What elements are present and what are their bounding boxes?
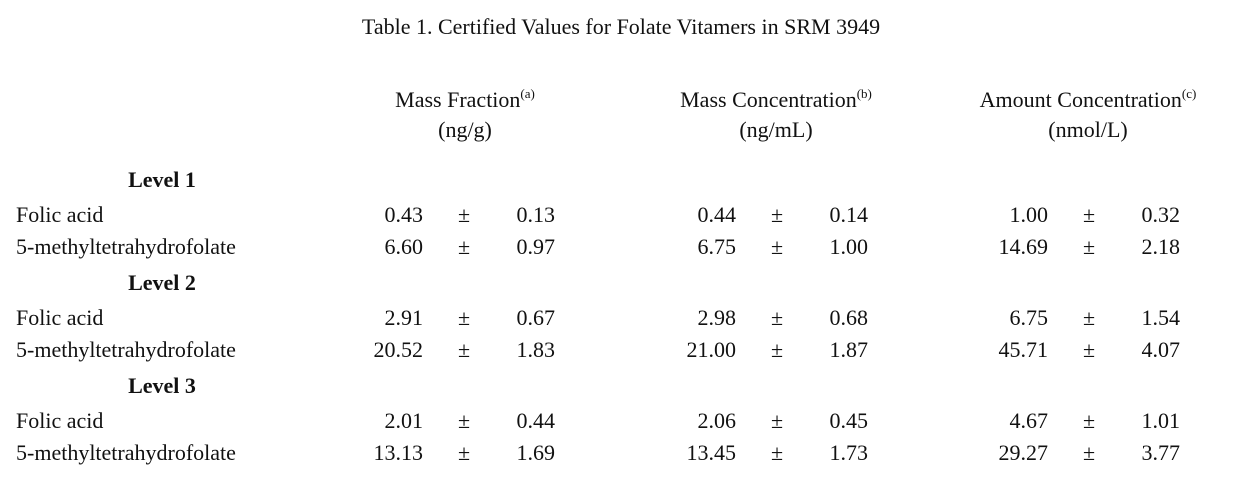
column-unit: (nmol/L) xyxy=(1048,117,1128,142)
value: 0.44 xyxy=(697,202,737,227)
plus-minus: ± xyxy=(1082,202,1096,227)
uncertainty: 3.77 xyxy=(1141,440,1181,465)
plus-minus: ± xyxy=(457,202,471,227)
uncertainty: 1.83 xyxy=(516,337,556,362)
uncertainty: 0.45 xyxy=(829,408,869,433)
value: 45.71 xyxy=(998,337,1049,362)
level-label: Level 2 xyxy=(128,270,196,295)
uncertainty: 0.68 xyxy=(829,305,869,330)
value: 13.13 xyxy=(373,440,424,465)
plus-minus: ± xyxy=(770,234,784,259)
uncertainty: 1.87 xyxy=(829,337,869,362)
uncertainty: 0.44 xyxy=(516,408,556,433)
column-header: Mass Concentration(b) xyxy=(680,87,872,113)
value: 29.27 xyxy=(998,440,1049,465)
row-name: Folic acid xyxy=(16,202,104,227)
uncertainty: 0.13 xyxy=(516,202,556,227)
row-name: 5-methyltetrahydrofolate xyxy=(16,440,236,465)
plus-minus: ± xyxy=(770,337,784,362)
value: 2.06 xyxy=(697,408,737,433)
column-unit: (ng/mL) xyxy=(739,117,813,142)
uncertainty: 2.18 xyxy=(1141,234,1181,259)
plus-minus: ± xyxy=(770,202,784,227)
uncertainty: 1.00 xyxy=(829,234,869,259)
plus-minus: ± xyxy=(457,440,471,465)
row-name: Folic acid xyxy=(16,305,104,330)
value: 21.00 xyxy=(686,337,737,362)
uncertainty: 1.54 xyxy=(1141,305,1181,330)
uncertainty: 1.01 xyxy=(1141,408,1181,433)
row-name: Folic acid xyxy=(16,408,104,433)
value: 2.01 xyxy=(384,408,424,433)
uncertainty: 1.69 xyxy=(516,440,556,465)
plus-minus: ± xyxy=(457,234,471,259)
column-unit: (ng/g) xyxy=(438,117,492,142)
row-name: 5-methyltetrahydrofolate xyxy=(16,337,236,362)
uncertainty: 0.32 xyxy=(1141,202,1181,227)
plus-minus: ± xyxy=(1082,305,1096,330)
plus-minus: ± xyxy=(457,408,471,433)
value: 0.43 xyxy=(384,202,424,227)
plus-minus: ± xyxy=(770,408,784,433)
column-name: Amount Concentration xyxy=(979,87,1182,112)
value: 14.69 xyxy=(998,234,1049,259)
plus-minus: ± xyxy=(1082,408,1096,433)
table-title: Table 1. Certified Values for Folate Vit… xyxy=(361,14,881,39)
row-name: 5-methyltetrahydrofolate xyxy=(16,234,236,259)
uncertainty: 0.97 xyxy=(516,234,556,259)
plus-minus: ± xyxy=(457,305,471,330)
plus-minus: ± xyxy=(1082,337,1096,362)
uncertainty: 4.07 xyxy=(1141,337,1181,362)
value: 2.91 xyxy=(384,305,424,330)
uncertainty: 0.14 xyxy=(829,202,869,227)
plus-minus: ± xyxy=(770,305,784,330)
value: 13.45 xyxy=(686,440,737,465)
plus-minus: ± xyxy=(1082,440,1096,465)
level-label: Level 3 xyxy=(128,373,196,398)
uncertainty: 0.67 xyxy=(516,305,556,330)
value: 1.00 xyxy=(1009,202,1049,227)
value: 6.75 xyxy=(1009,305,1049,330)
value: 6.75 xyxy=(697,234,737,259)
value: 6.60 xyxy=(384,234,424,259)
column-header: Amount Concentration(c) xyxy=(980,87,1197,113)
column-header: Mass Fraction(a) xyxy=(395,87,535,113)
level-label: Level 1 xyxy=(128,167,196,192)
column-note: (c) xyxy=(1181,85,1197,101)
plus-minus: ± xyxy=(770,440,784,465)
column-note: (b) xyxy=(856,85,872,101)
plus-minus: ± xyxy=(457,337,471,362)
uncertainty: 1.73 xyxy=(829,440,869,465)
value: 20.52 xyxy=(373,337,424,362)
column-name: Mass Concentration xyxy=(680,87,857,112)
value: 2.98 xyxy=(697,305,737,330)
plus-minus: ± xyxy=(1082,234,1096,259)
column-name: Mass Fraction xyxy=(395,87,521,112)
value: 4.67 xyxy=(1009,408,1049,433)
column-note: (a) xyxy=(520,85,535,101)
